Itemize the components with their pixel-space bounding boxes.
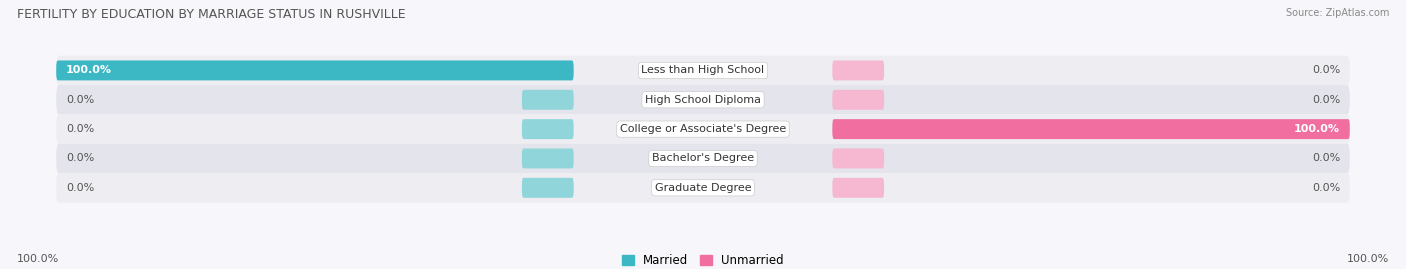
Text: 100.0%: 100.0% bbox=[66, 65, 112, 75]
Text: FERTILITY BY EDUCATION BY MARRIAGE STATUS IN RUSHVILLE: FERTILITY BY EDUCATION BY MARRIAGE STATU… bbox=[17, 8, 405, 21]
Text: 0.0%: 0.0% bbox=[1312, 95, 1340, 105]
FancyBboxPatch shape bbox=[832, 119, 1350, 139]
Text: 0.0%: 0.0% bbox=[66, 154, 94, 164]
FancyBboxPatch shape bbox=[56, 114, 1350, 144]
Text: 0.0%: 0.0% bbox=[1312, 65, 1340, 75]
Text: 0.0%: 0.0% bbox=[1312, 183, 1340, 193]
FancyBboxPatch shape bbox=[522, 148, 574, 168]
FancyBboxPatch shape bbox=[832, 178, 884, 198]
FancyBboxPatch shape bbox=[522, 90, 574, 110]
FancyBboxPatch shape bbox=[832, 90, 884, 110]
FancyBboxPatch shape bbox=[56, 61, 574, 80]
Legend: Married, Unmarried: Married, Unmarried bbox=[617, 249, 789, 269]
FancyBboxPatch shape bbox=[56, 56, 1350, 85]
Text: Bachelor's Degree: Bachelor's Degree bbox=[652, 154, 754, 164]
Text: 100.0%: 100.0% bbox=[1347, 254, 1389, 264]
Text: 0.0%: 0.0% bbox=[66, 124, 94, 134]
Text: Graduate Degree: Graduate Degree bbox=[655, 183, 751, 193]
Text: Less than High School: Less than High School bbox=[641, 65, 765, 75]
Text: Source: ZipAtlas.com: Source: ZipAtlas.com bbox=[1285, 8, 1389, 18]
Text: High School Diploma: High School Diploma bbox=[645, 95, 761, 105]
Text: 0.0%: 0.0% bbox=[66, 95, 94, 105]
FancyBboxPatch shape bbox=[522, 119, 574, 139]
FancyBboxPatch shape bbox=[522, 178, 574, 198]
Text: 0.0%: 0.0% bbox=[1312, 154, 1340, 164]
Text: College or Associate's Degree: College or Associate's Degree bbox=[620, 124, 786, 134]
Text: 0.0%: 0.0% bbox=[66, 183, 94, 193]
FancyBboxPatch shape bbox=[56, 173, 1350, 203]
Text: 100.0%: 100.0% bbox=[17, 254, 59, 264]
FancyBboxPatch shape bbox=[832, 61, 884, 80]
FancyBboxPatch shape bbox=[832, 148, 884, 168]
FancyBboxPatch shape bbox=[56, 144, 1350, 173]
Text: 100.0%: 100.0% bbox=[1294, 124, 1340, 134]
FancyBboxPatch shape bbox=[56, 85, 1350, 114]
